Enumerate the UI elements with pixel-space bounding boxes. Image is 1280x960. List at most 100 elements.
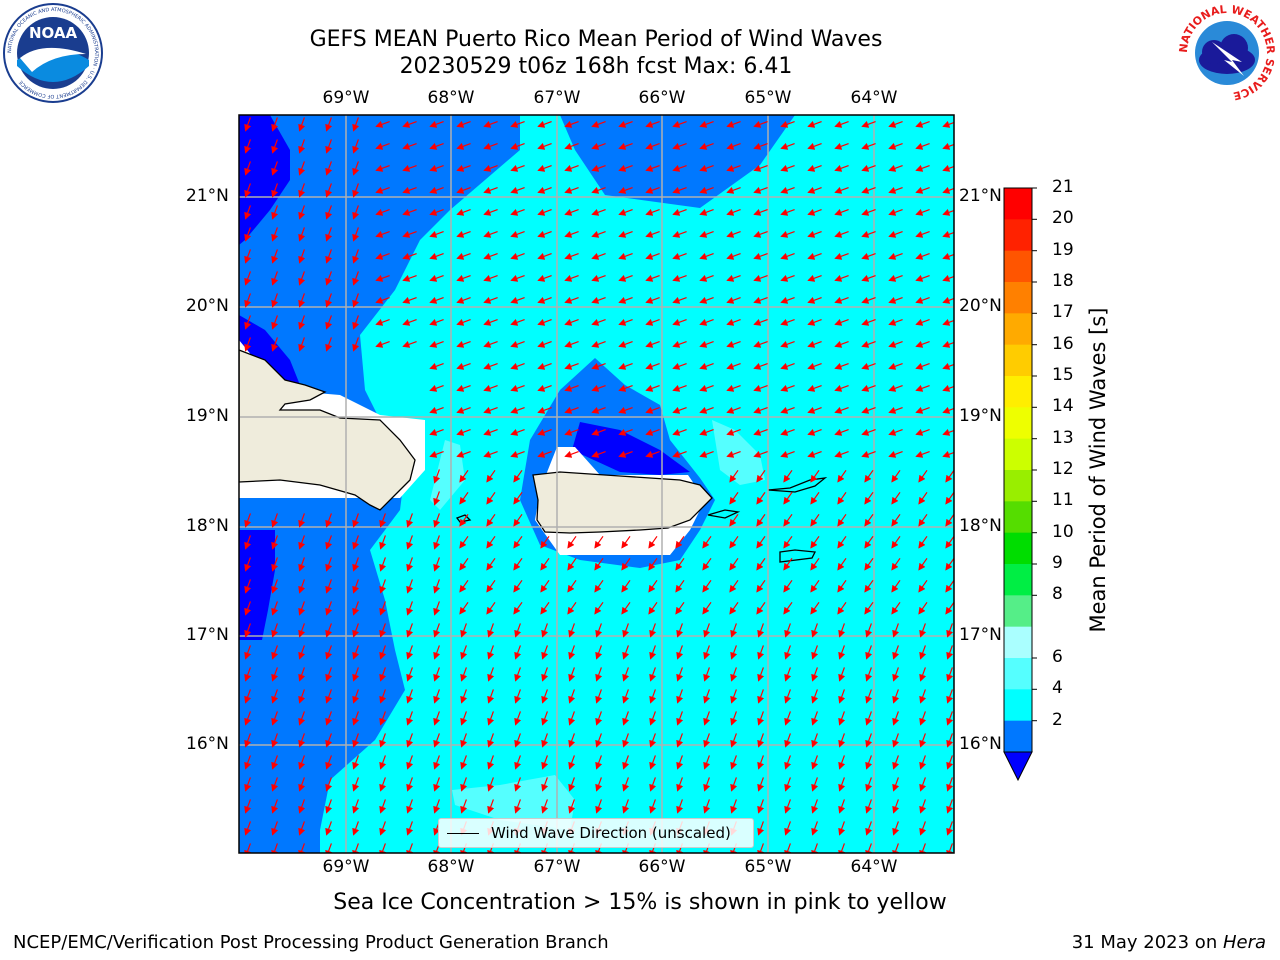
wind-wave-arrow	[352, 777, 360, 792]
wind-wave-arrow	[861, 274, 876, 282]
wind-wave-arrow	[379, 645, 387, 660]
wind-wave-arrow	[780, 230, 795, 238]
wind-wave-arrow	[888, 164, 903, 172]
wind-wave-arrow	[325, 601, 333, 616]
wind-wave-arrow	[621, 579, 631, 593]
wind-wave-arrow	[379, 513, 387, 528]
wind-wave-arrow	[459, 469, 469, 483]
wind-wave-arrow	[811, 755, 819, 770]
wind-wave-arrow	[510, 274, 525, 282]
wind-wave-arrow	[784, 821, 792, 836]
wind-wave-arrow	[892, 623, 900, 638]
wind-wave-arrow	[676, 645, 684, 660]
wind-wave-arrow	[888, 208, 903, 216]
wind-wave-arrow	[568, 711, 576, 726]
wind-wave-arrow	[379, 601, 387, 616]
wind-wave-arrow	[456, 340, 471, 348]
wind-wave-arrow	[649, 733, 657, 748]
wind-wave-arrow	[784, 843, 792, 853]
wind-wave-arrow	[244, 711, 252, 726]
wind-wave-arrow	[888, 186, 903, 194]
wind-wave-arrow	[537, 142, 552, 150]
wind-wave-arrow	[379, 623, 387, 638]
wind-wave-arrow	[298, 689, 306, 704]
wind-wave-arrow	[756, 491, 766, 505]
wind-wave-arrow	[780, 252, 795, 260]
wind-wave-arrow	[888, 450, 903, 458]
wind-wave-arrow	[919, 843, 927, 853]
wind-wave-arrow	[298, 227, 306, 242]
wind-wave-arrow	[487, 667, 495, 682]
wind-wave-arrow	[325, 777, 333, 792]
wind-wave-arrow	[429, 362, 444, 370]
wind-wave-arrow	[456, 296, 471, 304]
wind-wave-arrow	[753, 318, 768, 326]
wind-wave-arrow	[807, 120, 822, 128]
wind-wave-arrow	[298, 623, 306, 638]
wind-wave-arrow	[325, 645, 333, 660]
wind-wave-arrow	[838, 667, 846, 682]
wind-wave-arrow	[325, 271, 333, 286]
wind-wave-arrow	[837, 491, 847, 505]
wind-wave-arrow	[645, 296, 660, 304]
wind-wave-arrow	[513, 601, 523, 615]
wind-wave-arrow	[915, 186, 930, 194]
wind-wave-arrow	[645, 450, 660, 458]
wind-wave-arrow	[780, 120, 795, 128]
wind-wave-arrow	[513, 513, 523, 527]
wind-wave-arrow	[456, 186, 471, 194]
wind-wave-arrow	[888, 406, 903, 414]
wind-wave-arrow	[838, 711, 846, 726]
wind-wave-arrow	[379, 535, 387, 550]
wind-wave-arrow	[298, 249, 306, 264]
wind-wave-arrow	[271, 799, 279, 814]
wind-wave-arrow	[486, 535, 496, 549]
wind-wave-arrow	[510, 230, 525, 238]
wind-wave-arrow	[915, 340, 930, 348]
lon-label-bottom: 67°W	[533, 857, 581, 877]
wind-wave-arrow	[757, 667, 765, 682]
wind-wave-arrow	[699, 384, 714, 392]
wind-wave-arrow	[672, 164, 687, 172]
wind-wave-arrow	[406, 601, 414, 616]
wind-wave-arrow	[298, 579, 306, 594]
wind-wave-arrow	[618, 120, 633, 128]
wind-wave-arrow	[271, 227, 279, 242]
wind-wave-arrow	[325, 579, 333, 594]
wind-wave-arrow	[942, 142, 954, 150]
wind-wave-arrow	[942, 406, 954, 414]
wind-wave-arrow	[537, 340, 552, 348]
wind-wave-arrow	[810, 491, 820, 505]
wind-wave-arrow	[730, 799, 738, 814]
wind-wave-arrow	[352, 315, 360, 330]
wind-wave-arrow	[918, 557, 928, 571]
wind-wave-arrow	[649, 623, 657, 638]
colorbar-segment	[1004, 720, 1032, 753]
wind-wave-arrow	[537, 450, 552, 458]
wind-wave-arrow	[730, 645, 738, 660]
wind-wave-arrow	[645, 164, 660, 172]
wind-wave-arrow	[618, 450, 633, 458]
wind-wave-arrow	[591, 296, 606, 304]
wind-wave-arrow	[645, 406, 660, 414]
lat-label-left: 18°N	[186, 516, 229, 536]
wind-wave-arrow	[918, 491, 928, 505]
wind-wave-arrow	[672, 208, 687, 216]
wind-wave-arrow	[942, 274, 954, 282]
wind-wave-arrow	[514, 667, 522, 682]
wind-wave-arrow	[945, 491, 954, 505]
wind-wave-arrow	[406, 689, 414, 704]
noaa-logo: NOAA NATIONAL OCEANIC AND ATMOSPHERIC AD…	[3, 3, 103, 103]
wind-wave-arrow	[352, 733, 360, 748]
wind-wave-arrow	[537, 296, 552, 304]
wind-wave-arrow	[838, 645, 846, 660]
wind-wave-arrow	[483, 406, 498, 414]
wind-wave-arrow	[915, 318, 930, 326]
wind-wave-arrow	[945, 513, 954, 527]
colorbar-segment	[1004, 188, 1032, 220]
wind-wave-arrow	[946, 645, 954, 660]
wind-wave-arrow	[271, 689, 279, 704]
wind-wave-arrow	[811, 843, 819, 853]
wind-wave-arrow	[483, 164, 498, 172]
wind-wave-arrow	[729, 601, 739, 615]
